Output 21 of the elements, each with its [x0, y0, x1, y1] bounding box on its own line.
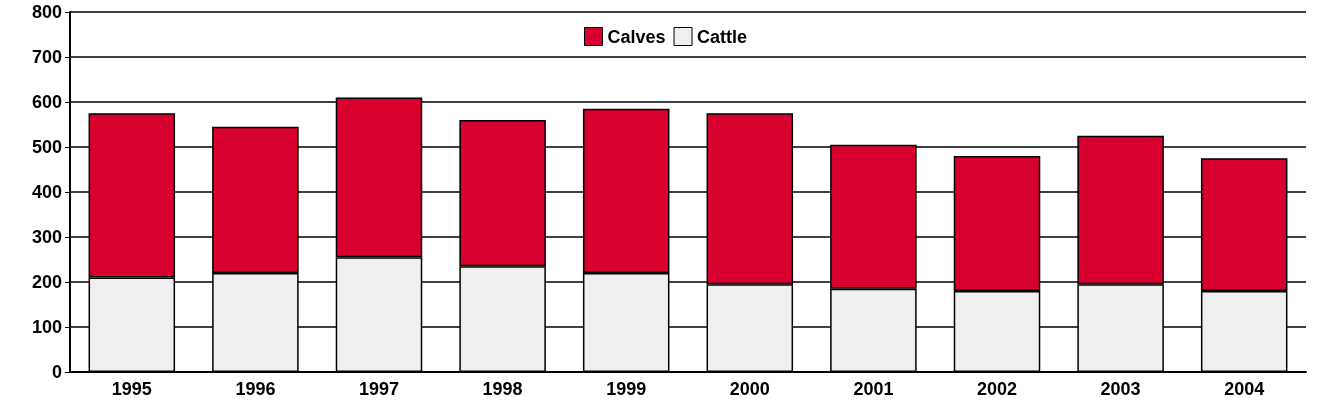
y-tick-label: 300: [31, 227, 62, 247]
y-tick-label: 0: [51, 362, 62, 382]
y-tick-label: 100: [31, 317, 62, 337]
y-tick-label: 200: [31, 272, 62, 292]
x-tick-label: 1998: [482, 379, 523, 399]
legend-label: Calves: [607, 26, 666, 47]
y-tick-label: 700: [31, 47, 62, 67]
x-tick-label: 1995: [111, 379, 152, 399]
x-tick-label: 1999: [606, 379, 647, 399]
x-tick-label: 2000: [729, 379, 770, 399]
legend-label: Cattle: [697, 26, 748, 47]
x-tick-label: 2002: [976, 379, 1018, 399]
x-tick-label: 2004: [1224, 379, 1265, 399]
y-tick-label: 600: [31, 92, 62, 112]
y-tick-label: 500: [31, 137, 62, 157]
y-tick-label: 400: [31, 182, 62, 202]
x-tick-label: 1996: [235, 379, 276, 399]
x-tick-label: 2003: [1100, 379, 1141, 399]
y-tick-label: 800: [31, 2, 62, 22]
x-tick-label: 2001: [853, 379, 894, 399]
x-tick-label: 1997: [358, 379, 400, 399]
